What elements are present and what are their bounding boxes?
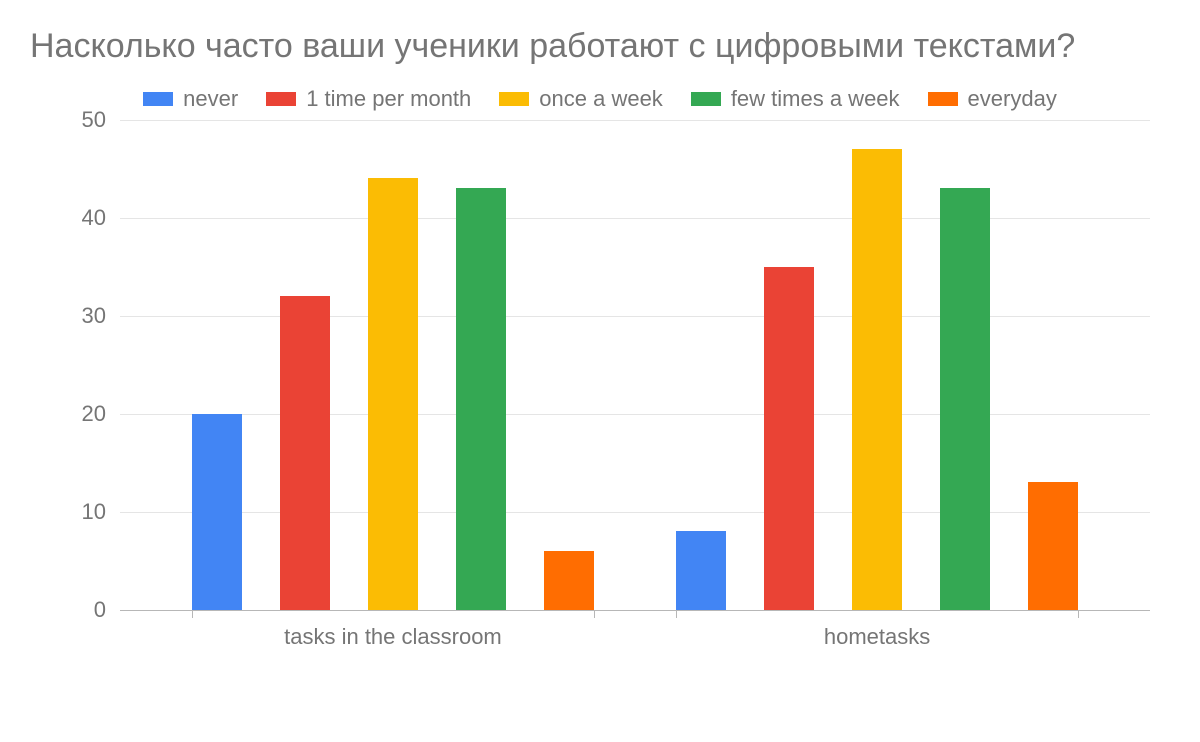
y-tick-label: 40 (82, 205, 106, 231)
legend-item-1_time_per_month: 1 time per month (266, 86, 471, 112)
legend-swatch (266, 92, 296, 106)
y-tick-label: 50 (82, 107, 106, 133)
legend-label: once a week (539, 86, 663, 112)
chart-legend: never 1 time per month once a week few time… (30, 86, 1170, 112)
bar-everyday (1028, 482, 1078, 609)
y-tick-label: 10 (82, 499, 106, 525)
bar-never (676, 531, 726, 609)
y-tick-label: 30 (82, 303, 106, 329)
bar-1_time_per_month (280, 296, 330, 610)
bar-few_times_a_week (456, 188, 506, 609)
bar-1_time_per_month (764, 267, 814, 610)
legend-label: few times a week (731, 86, 900, 112)
x-axis-label: tasks in the classroom (284, 624, 502, 650)
bar-chart: Насколько часто ваши ученики работают с … (0, 0, 1200, 742)
legend-item-once_a_week: once a week (499, 86, 663, 112)
x-axis-label: hometasks (824, 624, 930, 650)
legend-swatch (499, 92, 529, 106)
bar-once_a_week (852, 149, 902, 610)
bars (120, 120, 1150, 610)
legend-item-everyday: everyday (928, 86, 1057, 112)
legend-label: 1 time per month (306, 86, 471, 112)
y-tick-label: 20 (82, 401, 106, 427)
legend-swatch (691, 92, 721, 106)
legend-item-never: never (143, 86, 238, 112)
legend-label: everyday (968, 86, 1057, 112)
legend-swatch (928, 92, 958, 106)
bar-everyday (544, 551, 594, 610)
legend-label: never (183, 86, 238, 112)
bar-few_times_a_week (940, 188, 990, 609)
bar-never (192, 414, 242, 610)
legend-item-few_times_a_week: few times a week (691, 86, 900, 112)
x-axis-labels: tasks in the classroom hometasks (120, 610, 1150, 650)
bar-once_a_week (368, 178, 418, 609)
legend-swatch (143, 92, 173, 106)
chart-title: Насколько часто ваши ученики работают с … (30, 25, 1170, 68)
plot-area: 01020304050 (120, 120, 1150, 610)
y-tick-label: 0 (94, 597, 106, 623)
